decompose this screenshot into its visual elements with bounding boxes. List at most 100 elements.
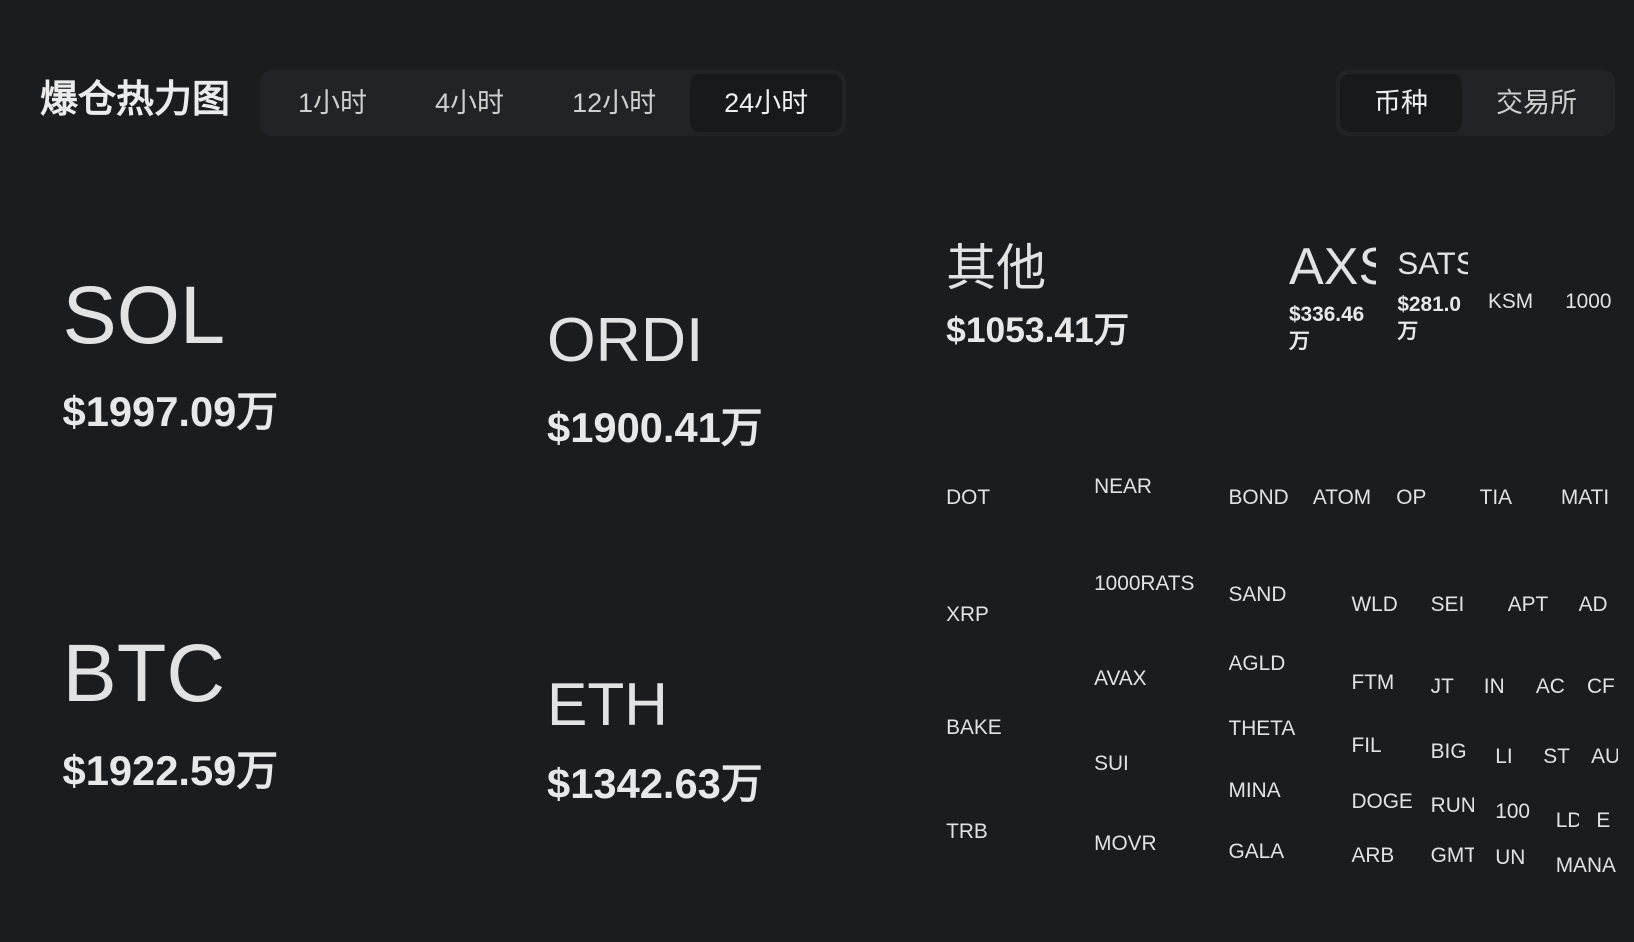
- heatmap-tile[interactable]: BTC $1922.59万: [63, 631, 501, 798]
- tile-symbol: BIG: [1430, 740, 1467, 763]
- tile-symbol: FTM: [1351, 672, 1395, 694]
- tile-symbol: AVAX: [1094, 667, 1147, 690]
- heatmap-tile[interactable]: SATS $281.0万: [1397, 248, 1468, 345]
- heatmap-tile[interactable]: 1000: [1565, 291, 1617, 313]
- heatmap-tile[interactable]: ETH $1342.63万: [547, 673, 922, 811]
- tile-symbol: THETA: [1228, 717, 1296, 740]
- time-tab[interactable]: 24小时: [690, 74, 843, 132]
- heatmap-tile[interactable]: IN: [1484, 676, 1515, 698]
- heatmap-tile[interactable]: AXS $336.46万: [1289, 240, 1377, 355]
- tile-symbol: BOND: [1228, 486, 1289, 509]
- time-tabs: 1小时 4小时 12小时 24小时: [260, 70, 847, 136]
- tile-amount: $1997.09万: [62, 388, 278, 436]
- tile-symbol: SOL: [62, 273, 226, 361]
- heatmap-tile[interactable]: RUN: [1431, 795, 1475, 817]
- heatmap-tile[interactable]: MATI: [1561, 487, 1617, 509]
- tile-amount: $1053.41万: [946, 309, 1130, 350]
- tile-symbol: RUN: [1430, 795, 1475, 817]
- page-title: 爆仓热力图: [40, 79, 231, 121]
- tile-symbol: ARB: [1351, 845, 1395, 867]
- heatmap-tile[interactable]: TRB: [946, 821, 1081, 843]
- heatmap-tile[interactable]: UN: [1495, 847, 1535, 869]
- heatmap-tile[interactable]: E: [1596, 810, 1617, 832]
- heatmap-tile[interactable]: DOT: [946, 487, 1081, 509]
- time-tab[interactable]: 4小时: [435, 88, 505, 118]
- tile-symbol: ORDI: [547, 308, 704, 376]
- heatmap-tile[interactable]: BOND: [1229, 487, 1294, 509]
- heatmap-tile[interactable]: ARB: [1351, 845, 1424, 867]
- heatmap-tile[interactable]: WLD: [1351, 594, 1424, 616]
- tile-symbol: 100: [1495, 801, 1531, 824]
- heatmap-tile[interactable]: 100: [1495, 801, 1537, 823]
- heatmap-tile[interactable]: LI: [1495, 746, 1522, 768]
- heatmap-tile[interactable]: APT: [1508, 594, 1573, 616]
- tile-symbol: ATOM: [1312, 486, 1372, 509]
- tile-symbol: MOVR: [1094, 832, 1157, 855]
- heatmap-tile[interactable]: MOVR: [1094, 833, 1219, 855]
- tile-symbol: AU: [1591, 746, 1619, 768]
- heatmap-tile[interactable]: XRP: [946, 604, 1081, 626]
- tile-symbol: CF: [1586, 676, 1615, 699]
- heatmap-tile[interactable]: FTM: [1351, 672, 1424, 694]
- tile-symbol: ST: [1543, 746, 1570, 768]
- heatmap-tile[interactable]: JT: [1431, 676, 1469, 698]
- tile-symbol: FIL: [1351, 734, 1382, 757]
- heatmap-tile[interactable]: MINA: [1229, 780, 1344, 802]
- heatmap-tile[interactable]: DOGE: [1351, 791, 1411, 813]
- tile-symbol: AXS: [1288, 239, 1377, 296]
- heatmap-tile[interactable]: NEAR: [1094, 476, 1219, 498]
- tile-symbol: BAKE: [946, 716, 1002, 739]
- heatmap-tile[interactable]: AGLD: [1229, 653, 1344, 675]
- time-tab[interactable]: 12小时: [572, 88, 657, 118]
- tile-symbol: 1000: [1565, 290, 1612, 313]
- tile-symbol: MATI: [1560, 486, 1610, 509]
- heatmap-tile[interactable]: OP: [1396, 487, 1471, 509]
- heatmap-tile[interactable]: GMT: [1431, 845, 1475, 867]
- heatmap-tile[interactable]: 1000RATS: [1094, 573, 1224, 595]
- heatmap-tile[interactable]: MANA: [1556, 855, 1619, 877]
- heatmap-tile[interactable]: 其他 $1053.41万: [946, 242, 1259, 353]
- tile-symbol: GALA: [1228, 840, 1285, 863]
- view-option[interactable]: 币种: [1340, 74, 1462, 132]
- tile-symbol: KSM: [1487, 290, 1534, 313]
- heatmap-tile[interactable]: ORDI $1900.41万: [547, 308, 922, 455]
- tile-amount: $1342.63万: [547, 760, 763, 808]
- heatmap-tile[interactable]: AD: [1579, 594, 1615, 616]
- heatmap-tile[interactable]: AU: [1591, 746, 1618, 768]
- time-tab[interactable]: 1小时: [298, 88, 368, 118]
- tile-symbol: OP: [1396, 486, 1427, 509]
- tile-symbol: TRB: [946, 821, 988, 843]
- tile-symbol: LD: [1555, 809, 1579, 832]
- heatmap-tile[interactable]: CF: [1587, 676, 1618, 698]
- heatmap-tile[interactable]: ST: [1543, 746, 1574, 768]
- tile-symbol: AD: [1578, 593, 1608, 616]
- heatmap-tile[interactable]: AC: [1536, 676, 1571, 698]
- heatmap-tile[interactable]: FIL: [1351, 735, 1424, 757]
- heatmap-tile[interactable]: SOL $1997.09万: [63, 273, 501, 440]
- tile-amount: $336.46万: [1288, 302, 1365, 353]
- tile-symbol: NEAR: [1094, 476, 1152, 499]
- tile-symbol: UN: [1495, 847, 1526, 870]
- view-option[interactable]: 交易所: [1496, 88, 1577, 118]
- heatmap-tile[interactable]: AVAX: [1094, 668, 1219, 690]
- heatmap-tile[interactable]: BAKE: [946, 717, 1081, 739]
- heatmap-tile[interactable]: BIG: [1431, 741, 1475, 763]
- tile-symbol: 其他: [946, 241, 1047, 296]
- tile-symbol: LI: [1495, 746, 1513, 768]
- heatmap-tile[interactable]: THETA: [1229, 718, 1344, 740]
- tile-symbol: TIA: [1479, 486, 1513, 509]
- heatmap-tile[interactable]: LD: [1556, 810, 1579, 832]
- tile-symbol: MINA: [1228, 780, 1281, 803]
- heatmap-tile[interactable]: SAND: [1229, 584, 1344, 606]
- tile-symbol: APT: [1507, 593, 1549, 616]
- tile-symbol: SEI: [1430, 593, 1465, 616]
- heatmap-tile[interactable]: SEI: [1431, 594, 1500, 616]
- heatmap-tile[interactable]: KSM: [1488, 291, 1551, 313]
- heatmap-tile[interactable]: SUI: [1094, 753, 1219, 775]
- tile-symbol: AGLD: [1228, 653, 1286, 676]
- tile-symbol: SUI: [1094, 753, 1129, 776]
- heatmap-tile[interactable]: GALA: [1229, 841, 1344, 863]
- heatmap-tile[interactable]: ATOM: [1313, 487, 1388, 509]
- heatmap-tile[interactable]: TIA: [1480, 487, 1553, 509]
